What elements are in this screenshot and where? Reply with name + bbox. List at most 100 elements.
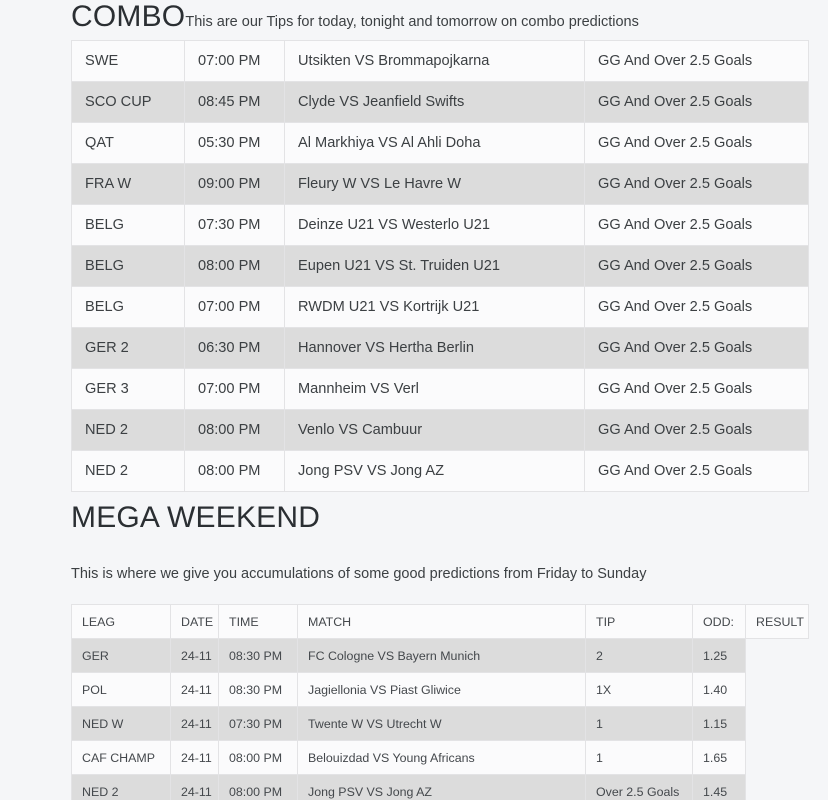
cell-league: GER 2 bbox=[71, 327, 185, 369]
table-header-row: LEAG DATE TIME MATCH TIP ODD: RESULT bbox=[71, 604, 809, 639]
mega-table-body: GER 24-11 08:30 PM FC Cologne VS Bayern Mun… bbox=[71, 638, 809, 800]
cell-time: 08:00 PM bbox=[184, 450, 285, 492]
cell-league: BELG bbox=[71, 204, 185, 246]
cell-tip: 1 bbox=[585, 706, 693, 741]
cell-tip: GG And Over 2.5 Goals bbox=[584, 122, 809, 164]
cell-result bbox=[745, 774, 809, 800]
cell-tip: GG And Over 2.5 Goals bbox=[584, 327, 809, 369]
cell-league: NED W bbox=[71, 706, 171, 741]
cell-league: SWE bbox=[71, 40, 185, 82]
cell-match: RWDM U21 VS Kortrijk U21 bbox=[284, 286, 585, 328]
header-tip[interactable]: TIP bbox=[585, 604, 693, 639]
combo-header: COMBO This are our Tips for today, tonig… bbox=[0, 0, 828, 36]
combo-table-body: SWE 07:00 PM Utsikten VS Brommapojkarna GG … bbox=[71, 40, 809, 492]
cell-match: Clyde VS Jeanfield Swifts bbox=[284, 81, 585, 123]
cell-odd: 1.40 bbox=[692, 672, 746, 707]
header-time[interactable]: TIME bbox=[218, 604, 298, 639]
cell-time: 08:00 PM bbox=[218, 774, 298, 800]
table-row[interactable]: NED 2 08:00 PM Jong PSV VS Jong AZ GG And O… bbox=[71, 450, 809, 492]
table-row[interactable]: GER 24-11 08:30 PM FC Cologne VS Bayern Mun… bbox=[71, 638, 809, 673]
cell-tip: GG And Over 2.5 Goals bbox=[584, 368, 809, 410]
cell-time: 08:30 PM bbox=[218, 638, 298, 673]
cell-tip: GG And Over 2.5 Goals bbox=[584, 163, 809, 205]
table-row[interactable]: FRA W 09:00 PM Fleury W VS Le Havre W GG An… bbox=[71, 163, 809, 205]
cell-tip: GG And Over 2.5 Goals bbox=[584, 81, 809, 123]
cell-tip: 1 bbox=[585, 740, 693, 775]
table-row[interactable]: GER 2 06:30 PM Hannover VS Hertha Berlin GG… bbox=[71, 327, 809, 369]
cell-odd: 1.45 bbox=[692, 774, 746, 800]
cell-match: Jagiellonia VS Piast Gliwice bbox=[297, 672, 586, 707]
mega-weekend-title: MEGA WEEKEND bbox=[71, 501, 321, 534]
cell-match: Eupen U21 VS St. Truiden U21 bbox=[284, 245, 585, 287]
table-row[interactable]: BELG 07:30 PM Deinze U21 VS Westerlo U21 GG… bbox=[71, 204, 809, 246]
cell-match: Al Markhiya VS Al Ahli Doha bbox=[284, 122, 585, 164]
cell-match: FC Cologne VS Bayern Munich bbox=[297, 638, 586, 673]
cell-tip: GG And Over 2.5 Goals bbox=[584, 245, 809, 287]
table-row[interactable]: BELG 07:00 PM RWDM U21 VS Kortrijk U21 GG A… bbox=[71, 286, 809, 328]
cell-match: Twente W VS Utrecht W bbox=[297, 706, 586, 741]
cell-time: 09:00 PM bbox=[184, 163, 285, 205]
cell-league: NED 2 bbox=[71, 774, 171, 800]
cell-league: BELG bbox=[71, 245, 185, 287]
combo-predictions-table: SWE 07:00 PM Utsikten VS Brommapojkarna GG … bbox=[71, 40, 809, 492]
table-row[interactable]: GER 3 07:00 PM Mannheim VS Verl GG And Over… bbox=[71, 368, 809, 410]
cell-match: Fleury W VS Le Havre W bbox=[284, 163, 585, 205]
cell-league: SCO CUP bbox=[71, 81, 185, 123]
mega-table-head: LEAG DATE TIME MATCH TIP ODD: RESULT bbox=[71, 604, 809, 639]
cell-match: Deinze U21 VS Westerlo U21 bbox=[284, 204, 585, 246]
cell-league: FRA W bbox=[71, 163, 185, 205]
cell-match: Jong PSV VS Jong AZ bbox=[284, 450, 585, 492]
cell-date: 24-11 bbox=[170, 706, 219, 741]
cell-league: QAT bbox=[71, 122, 185, 164]
header-date[interactable]: DATE bbox=[170, 604, 219, 639]
header-match[interactable]: MATCH bbox=[297, 604, 586, 639]
cell-tip: GG And Over 2.5 Goals bbox=[584, 40, 809, 82]
cell-date: 24-11 bbox=[170, 638, 219, 673]
cell-time: 07:30 PM bbox=[184, 204, 285, 246]
cell-odd: 1.65 bbox=[692, 740, 746, 775]
cell-tip: 1X bbox=[585, 672, 693, 707]
cell-tip: GG And Over 2.5 Goals bbox=[584, 204, 809, 246]
table-row[interactable]: BELG 08:00 PM Eupen U21 VS St. Truiden U21… bbox=[71, 245, 809, 287]
table-row[interactable]: SCO CUP 08:45 PM Clyde VS Jeanfield Swifts… bbox=[71, 81, 809, 123]
header-result[interactable]: RESULT bbox=[745, 604, 809, 639]
cell-time: 07:00 PM bbox=[184, 40, 285, 82]
table-row[interactable]: POL 24-11 08:30 PM Jagiellonia VS Piast Gli… bbox=[71, 672, 809, 707]
table-row[interactable]: QAT 05:30 PM Al Markhiya VS Al Ahli Doha GG… bbox=[71, 122, 809, 164]
cell-time: 07:00 PM bbox=[184, 368, 285, 410]
cell-time: 06:30 PM bbox=[184, 327, 285, 369]
cell-time: 08:00 PM bbox=[218, 740, 298, 775]
cell-tip: GG And Over 2.5 Goals bbox=[584, 450, 809, 492]
cell-match: Hannover VS Hertha Berlin bbox=[284, 327, 585, 369]
cell-time: 08:00 PM bbox=[184, 245, 285, 287]
cell-league: NED 2 bbox=[71, 409, 185, 451]
cell-match: Belouizdad VS Young Africans bbox=[297, 740, 586, 775]
cell-date: 24-11 bbox=[170, 774, 219, 800]
cell-match: Utsikten VS Brommapojkarna bbox=[284, 40, 585, 82]
cell-league: GER bbox=[71, 638, 171, 673]
cell-date: 24-11 bbox=[170, 740, 219, 775]
cell-time: 08:30 PM bbox=[218, 672, 298, 707]
cell-tip: GG And Over 2.5 Goals bbox=[584, 409, 809, 451]
cell-league: CAF CHAMP bbox=[71, 740, 171, 775]
table-row[interactable]: SWE 07:00 PM Utsikten VS Brommapojkarna GG … bbox=[71, 40, 809, 82]
header-league[interactable]: LEAG bbox=[71, 604, 171, 639]
table-row[interactable]: NED 2 08:00 PM Venlo VS Cambuur GG And Over… bbox=[71, 409, 809, 451]
cell-result bbox=[745, 638, 809, 673]
cell-tip: GG And Over 2.5 Goals bbox=[584, 286, 809, 328]
cell-time: 08:45 PM bbox=[184, 81, 285, 123]
cell-tip: 2 bbox=[585, 638, 693, 673]
combo-table-wrapper: SWE 07:00 PM Utsikten VS Brommapojkarna GG … bbox=[0, 40, 828, 492]
cell-match: Mannheim VS Verl bbox=[284, 368, 585, 410]
header-odd[interactable]: ODD: bbox=[692, 604, 746, 639]
cell-result bbox=[745, 672, 809, 707]
table-row[interactable]: NED 2 24-11 08:00 PM Jong PSV VS Jong AZ Ove… bbox=[71, 774, 809, 800]
table-row[interactable]: CAF CHAMP 24-11 08:00 PM Belouizdad VS Youn… bbox=[71, 740, 809, 775]
cell-tip: Over 2.5 Goals bbox=[585, 774, 693, 800]
cell-odd: 1.15 bbox=[692, 706, 746, 741]
cell-result bbox=[745, 706, 809, 741]
cell-match: Jong PSV VS Jong AZ bbox=[297, 774, 586, 800]
cell-league: POL bbox=[71, 672, 171, 707]
